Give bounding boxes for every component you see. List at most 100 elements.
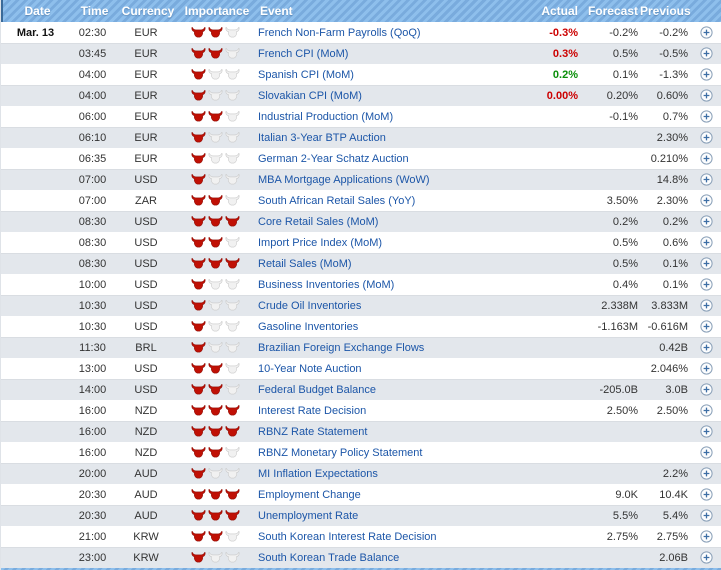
expand-event-button[interactable] xyxy=(700,110,713,123)
currency-cell: USD xyxy=(134,236,158,249)
event-link[interactable]: MBA Mortgage Applications (WoW) xyxy=(258,173,430,186)
event-link[interactable]: Gasoline Inventories xyxy=(258,320,359,333)
plus-circle-icon xyxy=(700,215,713,228)
currency-cell: USD xyxy=(134,278,158,291)
event-link[interactable]: South Korean Interest Rate Decision xyxy=(258,530,437,543)
time-cell: 11:30 xyxy=(79,341,106,354)
event-link[interactable]: Industrial Production (MoM) xyxy=(258,110,394,123)
time-cell: 10:00 xyxy=(78,278,107,291)
event-link[interactable]: Core Retail Sales (MoM) xyxy=(258,215,379,228)
event-link[interactable]: Import Price Index (MoM) xyxy=(258,236,383,249)
expand-event-button[interactable] xyxy=(700,509,713,522)
event-link[interactable]: Spanish CPI (MoM) xyxy=(258,68,354,81)
event-link[interactable]: French Non-Farm Payrolls (QoQ) xyxy=(258,26,421,39)
currency-cell: ZAR xyxy=(135,194,157,207)
importance-bulls xyxy=(177,446,253,458)
bull-icon xyxy=(208,194,223,206)
expand-event-button[interactable] xyxy=(700,488,713,501)
event-link[interactable]: Interest Rate Decision xyxy=(258,404,367,417)
bull-icon xyxy=(208,131,223,143)
expand-event-button[interactable] xyxy=(700,26,713,39)
event-link[interactable]: RBNZ Monetary Policy Statement xyxy=(258,446,423,459)
expand-event-button[interactable] xyxy=(700,152,713,165)
event-link[interactable]: South Korean Trade Balance xyxy=(258,551,400,564)
currency-cell: NZD xyxy=(134,425,158,438)
event-link[interactable]: Retail Sales (MoM) xyxy=(258,257,352,270)
event-link[interactable]: 10-Year Note Auction xyxy=(258,362,362,375)
forecast-value: -0.2% xyxy=(609,26,638,39)
event-link[interactable]: German 2-Year Schatz Auction xyxy=(258,152,409,165)
expand-event-button[interactable] xyxy=(700,278,713,291)
time-cell: 20:30 xyxy=(78,488,107,501)
expand-event-button[interactable] xyxy=(700,299,713,312)
event-link[interactable]: Brazilian Foreign Exchange Flows xyxy=(258,341,425,354)
importance-bulls xyxy=(177,215,253,227)
forecast-value: -1.163M xyxy=(597,320,638,333)
expand-event-button[interactable] xyxy=(700,236,713,249)
event-link[interactable]: RBNZ Rate Statement xyxy=(258,425,368,438)
expand-event-button[interactable] xyxy=(700,89,713,102)
expand-event-button[interactable] xyxy=(700,194,713,207)
actual-value: 0.00% xyxy=(546,89,578,102)
plus-circle-icon xyxy=(700,467,713,480)
bull-icon xyxy=(225,110,240,122)
expand-event-button[interactable] xyxy=(700,131,713,144)
event-link[interactable]: French CPI (MoM) xyxy=(258,47,349,60)
bull-icon xyxy=(225,446,240,458)
table-row: 08:30 USD Import Price Index (MoM) 0.5% … xyxy=(1,232,721,253)
time-cell: 04:00 xyxy=(78,68,107,81)
plus-circle-icon xyxy=(700,68,713,81)
expand-event-button[interactable] xyxy=(700,446,713,459)
event-link[interactable]: South African Retail Sales (YoY) xyxy=(258,194,416,207)
bull-icon xyxy=(191,215,206,227)
expand-event-button[interactable] xyxy=(700,425,713,438)
event-link[interactable]: MI Inflation Expectations xyxy=(258,467,378,480)
event-link[interactable]: Slovakian CPI (MoM) xyxy=(258,89,362,102)
action-cell xyxy=(692,320,721,333)
forecast-value: 0.5% xyxy=(612,236,638,249)
time-cell: 06:00 xyxy=(78,110,107,123)
expand-event-button[interactable] xyxy=(700,215,713,228)
expand-event-button[interactable] xyxy=(700,257,713,270)
bull-icon xyxy=(225,236,240,248)
importance-bulls xyxy=(177,404,253,416)
expand-event-button[interactable] xyxy=(700,530,713,543)
expand-event-button[interactable] xyxy=(700,341,713,354)
action-cell xyxy=(692,341,721,354)
bull-icon xyxy=(208,236,223,248)
currency-cell: NZD xyxy=(134,446,158,459)
bull-icon xyxy=(208,509,223,521)
importance-bulls xyxy=(177,488,253,500)
previous-value: 0.42B xyxy=(659,341,688,354)
event-link[interactable]: Business Inventories (MoM) xyxy=(258,278,395,291)
event-link[interactable]: Federal Budget Balance xyxy=(258,383,377,396)
bull-icon xyxy=(225,257,240,269)
expand-event-button[interactable] xyxy=(700,404,713,417)
previous-value: -0.5% xyxy=(659,47,688,60)
expand-event-button[interactable] xyxy=(700,362,713,375)
expand-event-button[interactable] xyxy=(700,467,713,480)
event-link[interactable]: Unemployment Rate xyxy=(258,509,359,522)
plus-circle-icon xyxy=(700,131,713,144)
forecast-value: 9.0K xyxy=(615,488,638,501)
event-link[interactable]: Crude Oil Inventories xyxy=(258,299,362,312)
action-cell xyxy=(692,194,721,207)
event-link[interactable]: Italian 3-Year BTP Auction xyxy=(258,131,386,144)
bull-icon xyxy=(225,194,240,206)
previous-value: 0.7% xyxy=(662,110,688,123)
table-row: 06:10 EUR Italian 3-Year BTP Auction 2.3… xyxy=(1,127,721,148)
bull-icon xyxy=(191,530,206,542)
expand-event-button[interactable] xyxy=(700,68,713,81)
bull-icon xyxy=(225,68,240,80)
table-row: 23:00 KRW South Korean Trade Balance 2.0… xyxy=(1,547,721,568)
expand-event-button[interactable] xyxy=(700,47,713,60)
expand-event-button[interactable] xyxy=(700,320,713,333)
header-previous: Previous xyxy=(640,4,691,18)
expand-event-button[interactable] xyxy=(700,551,713,564)
action-cell xyxy=(692,404,721,417)
event-link[interactable]: Employment Change xyxy=(258,488,361,501)
bull-icon xyxy=(225,383,240,395)
expand-event-button[interactable] xyxy=(700,173,713,186)
expand-event-button[interactable] xyxy=(700,383,713,396)
previous-value: 3.0B xyxy=(665,383,688,396)
